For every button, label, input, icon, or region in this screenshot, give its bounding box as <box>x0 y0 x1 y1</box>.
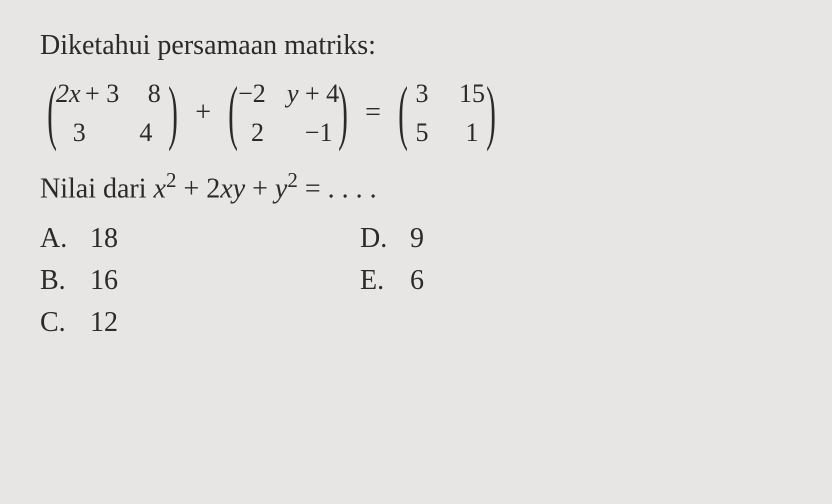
paren-right-3: ) <box>486 84 496 142</box>
paren-right-1: ) <box>168 84 178 142</box>
option-a-letter: A. <box>40 223 70 255</box>
m1-r2c1: 3 <box>64 113 94 152</box>
nilai-exp2: 2 <box>287 168 298 192</box>
m1-r2c2: 4 <box>131 113 161 152</box>
paren-left-2: ( <box>228 84 238 142</box>
m3-r1c1: 3 <box>407 74 437 113</box>
option-b-value: 16 <box>90 265 118 297</box>
nilai-x: x <box>154 173 166 204</box>
nilai-y: y <box>275 173 287 204</box>
matrix-equation: ( 2x + 3 8 3 4 ) + ( −2 y + 4 2 −1 ) = (… <box>40 74 792 152</box>
option-e: E. 6 <box>360 265 640 297</box>
m3-r1c2: 15 <box>457 74 487 113</box>
paren-right-2: ) <box>338 84 348 142</box>
option-a: A. 18 <box>40 223 320 255</box>
nilai-prefix: Nilai dari <box>40 173 154 204</box>
paren-left-3: ( <box>398 84 408 142</box>
nilai-plus1: + 2 <box>176 173 220 204</box>
option-b: B. 16 <box>40 265 320 297</box>
matrix-1: 2x + 3 8 3 4 <box>56 74 169 152</box>
option-c-value: 12 <box>90 307 118 339</box>
option-c-letter: C. <box>40 307 70 339</box>
m3-r2c1: 5 <box>407 113 437 152</box>
option-d-letter: D. <box>360 223 390 255</box>
operator-eq: = <box>365 97 381 129</box>
option-e-value: 6 <box>410 265 424 297</box>
m2-r2c2: −1 <box>304 113 334 152</box>
m3-r2c2: 1 <box>457 113 487 152</box>
question-intro: Diketahui persamaan matriks: <box>40 30 792 62</box>
nilai-xy: xy <box>220 173 245 204</box>
m2-r1c1: −2 <box>237 74 267 113</box>
nilai-eq: = . . . . <box>298 173 377 204</box>
option-d: D. 9 <box>360 223 640 255</box>
m1-r1c1: 2x + 3 <box>56 74 119 113</box>
m2-r2c1: 2 <box>243 113 273 152</box>
m1-r1c2: 8 <box>139 74 169 113</box>
options-grid: A. 18 D. 9 B. 16 E. 6 C. 12 <box>40 223 640 339</box>
option-c: C. 12 <box>40 307 320 339</box>
matrix-3: 3 15 5 1 <box>407 74 487 152</box>
matrix-2: −2 y + 4 2 −1 <box>237 74 339 152</box>
option-e-letter: E. <box>360 265 390 297</box>
nilai-exp1: 2 <box>166 168 177 192</box>
m2-r1c2: y + 4 <box>287 74 339 113</box>
paren-left-1: ( <box>47 84 57 142</box>
nilai-plus2: + <box>245 173 275 204</box>
option-b-letter: B. <box>40 265 70 297</box>
operator-plus: + <box>195 97 211 129</box>
option-a-value: 18 <box>90 223 118 255</box>
option-d-value: 9 <box>410 223 424 255</box>
nilai-expression: Nilai dari x2 + 2xy + y2 = . . . . <box>40 168 792 205</box>
